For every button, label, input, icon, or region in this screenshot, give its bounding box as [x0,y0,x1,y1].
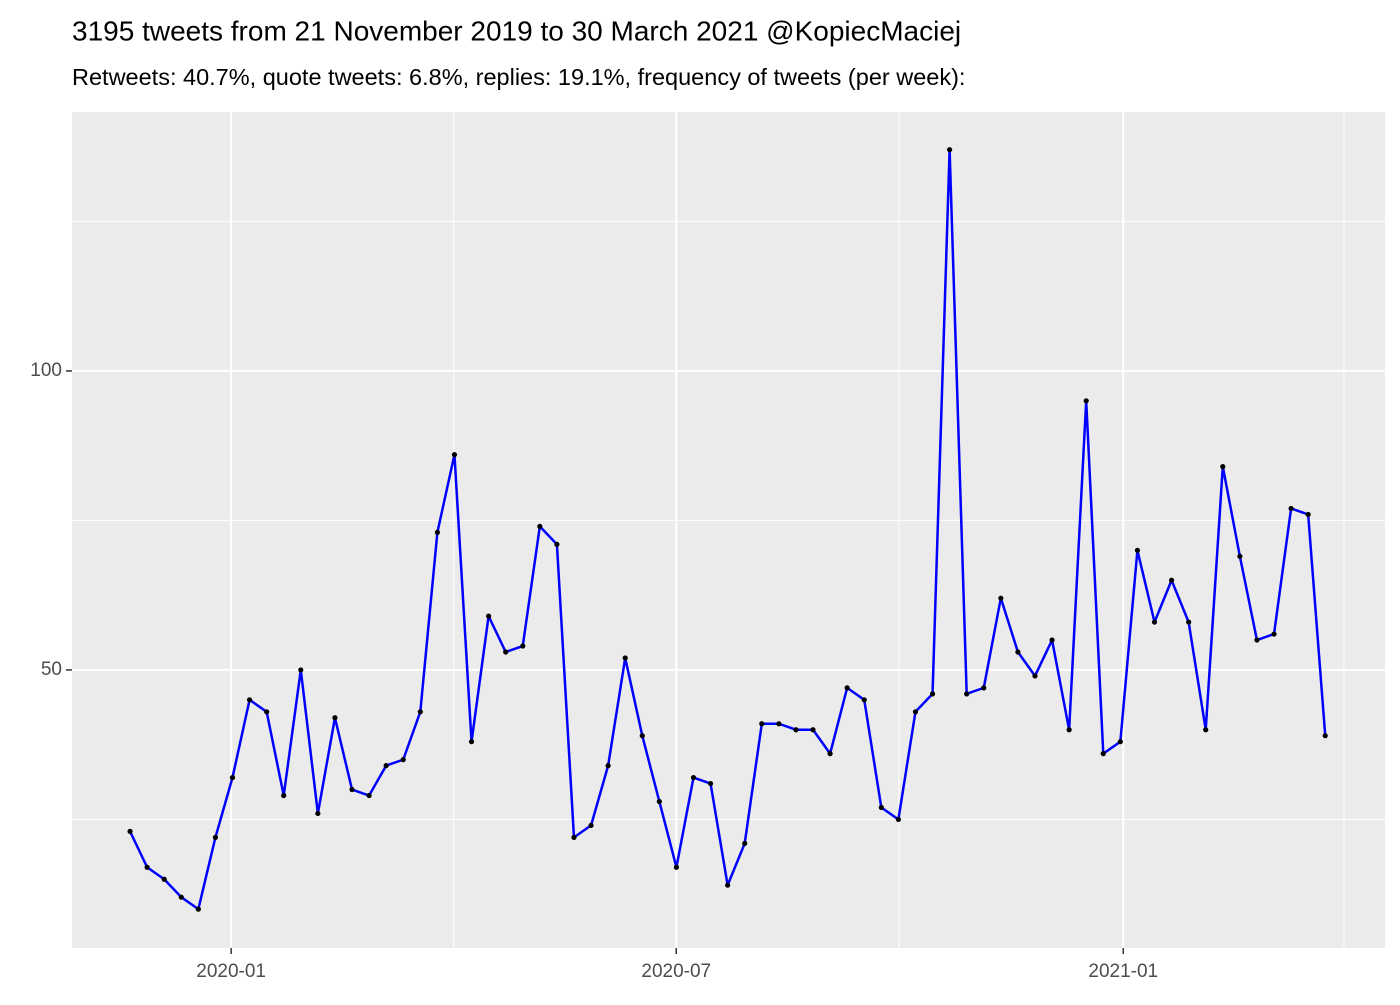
data-point [264,709,270,715]
data-point [639,733,645,739]
data-point [383,763,389,769]
data-point [1203,727,1209,733]
data-point [690,774,697,781]
data-point [434,529,440,535]
data-point [1134,547,1141,553]
data-point [759,721,765,727]
data-point [1237,553,1243,559]
data-point [895,816,901,823]
data-point [1186,619,1192,625]
data-point [1100,751,1106,757]
data-point [1168,577,1175,583]
data-point [605,763,611,769]
x-tick-label: 2021-01 [1088,961,1158,982]
data-point [212,834,219,840]
data-point [298,667,304,673]
data-point [878,804,884,811]
data-point [366,792,372,799]
data-point [947,147,953,153]
data-point [229,774,236,781]
data-point [503,649,509,655]
data-point [793,727,799,733]
data-point [1066,727,1072,733]
data-point [486,613,492,619]
y-tick-label: 50 [41,659,62,680]
data-point [400,757,406,763]
plot-panel [72,112,1385,948]
data-point [537,523,543,530]
data-point [1254,637,1260,643]
data-point [912,709,919,715]
data-point [1117,739,1123,745]
data-point [588,822,594,829]
x-tick-label: 2020-01 [196,961,266,982]
data-point [281,792,287,799]
data-point [246,697,253,703]
data-point [656,798,662,805]
data-point [776,721,782,727]
chart-title: 3195 tweets from 21 November 2019 to 30 … [72,15,961,46]
data-point [1032,673,1038,679]
data-point [810,727,816,733]
data-point [349,786,355,793]
data-point [1271,631,1277,637]
data-point [178,894,184,900]
data-point [468,739,475,745]
chart-subtitle: Retweets: 40.7%, quote tweets: 6.8%, rep… [72,64,965,90]
data-point [144,864,150,870]
data-point [707,780,714,787]
data-point [964,691,970,697]
data-point [451,452,458,458]
data-point [1220,464,1226,470]
y-tick-label: 100 [30,360,62,381]
data-point [1322,733,1328,739]
x-tick-label: 2020-07 [641,961,711,982]
data-point [554,541,560,547]
data-point [315,810,321,817]
data-point [1083,398,1089,404]
data-point [1049,637,1055,643]
data-point [981,685,987,691]
data-point [127,828,133,834]
data-point [1151,619,1158,625]
data-point [195,906,201,912]
data-point [861,697,867,703]
data-point [571,834,577,840]
data-point [332,715,338,721]
data-point [844,685,850,691]
data-point [417,709,423,715]
data-point [998,595,1004,601]
data-point [742,840,748,846]
data-point [1288,505,1294,512]
data-point [673,864,680,870]
data-point [1015,649,1021,655]
data-point [1305,511,1311,518]
data-point [520,643,526,649]
data-point [827,751,833,757]
data-point [929,691,936,697]
data-point [725,882,731,888]
data-point [622,655,628,661]
data-point [161,876,167,882]
